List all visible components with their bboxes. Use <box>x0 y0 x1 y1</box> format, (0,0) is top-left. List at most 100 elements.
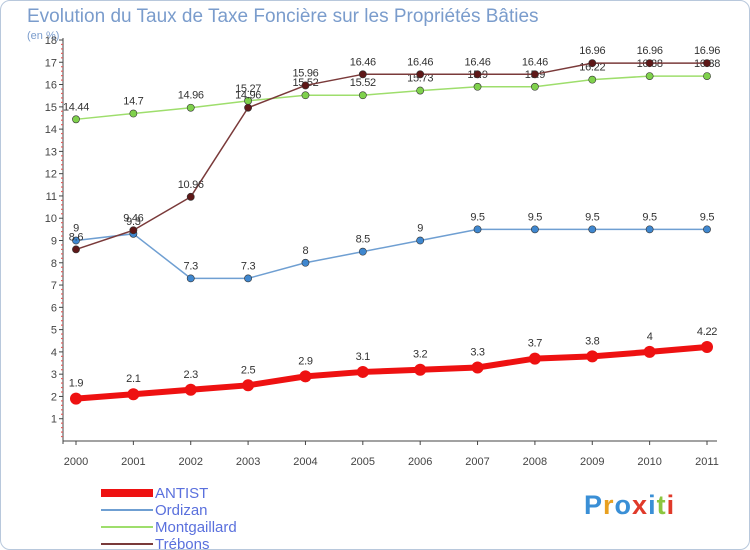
logo-letter: r <box>603 490 615 520</box>
data-label-antist: 3.2 <box>413 349 428 361</box>
data-point-antist <box>242 379 255 392</box>
data-point-trebons <box>588 59 597 68</box>
series-line-antist <box>73 343 710 402</box>
y-minor-tick <box>61 70 63 72</box>
y-minor-tick <box>61 115 63 117</box>
data-label-trebons: 16.46 <box>407 56 433 68</box>
y-minor-tick <box>61 257 63 259</box>
data-point-montgaillard <box>129 109 138 118</box>
data-point-ordizan <box>703 225 711 234</box>
data-point-montgaillard <box>703 72 711 80</box>
y-minor-tick <box>61 360 63 362</box>
y-minor-tick <box>61 271 63 273</box>
y-minor-tick <box>61 404 63 406</box>
data-label-ordizan: 9.5 <box>470 211 485 223</box>
x-tick-label: 2000 <box>64 456 88 468</box>
data-point-ordizan <box>416 236 425 245</box>
data-point-montgaillard <box>645 72 654 80</box>
data-point-trebons <box>186 192 195 201</box>
y-minor-tick <box>61 235 63 237</box>
data-point-trebons <box>531 70 539 79</box>
x-tick-label: 2004 <box>293 456 317 468</box>
data-point-trebons <box>645 59 654 68</box>
x-tick-label: 2007 <box>465 456 489 468</box>
y-minor-tick <box>61 244 63 246</box>
x-tick-label: 2011 <box>695 456 719 468</box>
y-minor-tick <box>61 355 63 357</box>
data-point-trebons <box>72 245 80 254</box>
data-label-trebons: 16.46 <box>522 56 548 68</box>
legend-swatch <box>101 489 153 497</box>
data-label-antist: 2.9 <box>298 355 313 367</box>
legend-swatch <box>101 526 153 528</box>
y-minor-tick <box>61 213 63 215</box>
data-point-ordizan <box>244 274 252 283</box>
data-label-antist: 2.3 <box>184 369 199 381</box>
y-minor-tick <box>61 119 63 121</box>
data-label-antist: 1.9 <box>69 378 84 390</box>
data-label-trebons: 16.96 <box>694 45 720 57</box>
y-minor-tick <box>61 146 63 148</box>
x-tick-label: 2008 <box>523 456 547 468</box>
data-label-trebons: 16.96 <box>637 45 663 57</box>
y-tick-label: 13 <box>45 146 57 158</box>
legend-label: Ordizan <box>155 502 208 519</box>
chart-title: Evolution du Taux de Taxe Foncière sur l… <box>27 6 539 27</box>
y-minor-tick <box>61 342 63 344</box>
y-minor-tick <box>61 222 63 224</box>
y-minor-tick <box>61 369 63 371</box>
data-point-ordizan <box>358 247 367 256</box>
data-point-ordizan <box>645 225 654 234</box>
x-tick-label: 2001 <box>121 456 145 468</box>
y-tick-label: 4 <box>51 347 57 359</box>
logo-letter: x <box>632 490 649 520</box>
y-minor-tick <box>61 413 63 415</box>
data-label-antist: 2.5 <box>241 364 256 376</box>
y-tick-label: 10 <box>45 213 57 225</box>
data-point-trebons <box>301 81 310 90</box>
data-point-antist <box>471 361 484 374</box>
data-label-ordizan: 7.3 <box>241 260 256 272</box>
data-label-ordizan: 9 <box>417 223 423 235</box>
data-label-ordizan: 9.5 <box>528 211 543 223</box>
y-minor-tick <box>61 190 63 193</box>
y-minor-tick <box>61 141 63 144</box>
y-minor-tick <box>61 208 63 210</box>
data-point-ordizan <box>588 225 597 234</box>
y-minor-tick <box>61 164 63 166</box>
data-point-montgaillard <box>358 91 367 100</box>
data-point-montgaillard <box>473 82 482 91</box>
y-minor-tick <box>61 75 63 77</box>
y-minor-tick <box>61 159 63 161</box>
data-label-antist: 2.1 <box>126 373 141 385</box>
data-label-trebons: 8.6 <box>69 231 84 243</box>
data-point-trebons <box>358 70 367 79</box>
data-label-montgaillard: 14.44 <box>63 101 89 113</box>
y-minor-tick <box>61 168 63 170</box>
y-minor-tick <box>61 204 63 206</box>
y-minor-tick <box>61 293 63 295</box>
y-tick-label: 5 <box>51 325 57 337</box>
y-tick-label: 7 <box>51 280 57 292</box>
data-point-trebons <box>703 59 711 68</box>
data-point-trebons <box>416 70 425 79</box>
y-minor-tick <box>61 427 63 429</box>
y-minor-tick <box>61 409 63 411</box>
proxiti-logo: Proxiti <box>584 490 675 521</box>
x-tick-label: 2009 <box>580 456 604 468</box>
data-label-trebons: 10.96 <box>178 179 204 191</box>
y-minor-tick <box>61 324 63 326</box>
data-point-antist <box>586 350 599 363</box>
data-point-antist <box>414 363 427 376</box>
y-minor-tick <box>61 124 63 126</box>
chart-unit-label: (en %) <box>27 30 60 42</box>
data-point-antist <box>127 388 140 401</box>
series-line-trebons <box>75 62 708 251</box>
y-minor-tick <box>61 422 63 424</box>
logo-letter: t <box>656 490 667 520</box>
data-label-trebons: 15.96 <box>292 67 318 79</box>
data-point-montgaillard <box>186 103 195 112</box>
data-point-trebons <box>129 226 138 235</box>
y-minor-tick <box>61 346 63 349</box>
